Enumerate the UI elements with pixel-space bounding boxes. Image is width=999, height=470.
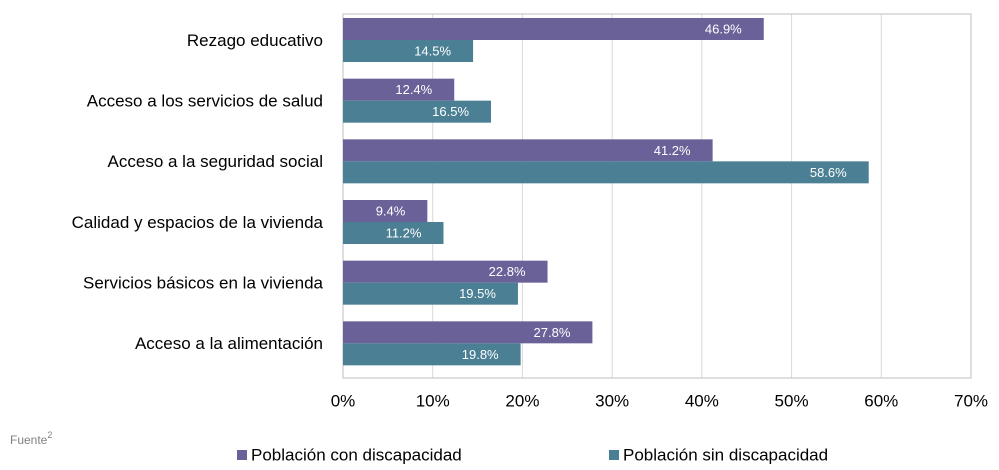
bar (343, 40, 474, 62)
bar (343, 18, 764, 40)
x-tick-label: 0% (331, 391, 356, 410)
category-label: Acceso a la alimentación (135, 334, 323, 353)
bar (343, 321, 593, 344)
bar (343, 78, 455, 101)
bar (343, 100, 492, 123)
value-label: 22.8% (489, 264, 526, 279)
bar (343, 222, 444, 244)
category-label: Calidad y espacios de la vivienda (72, 213, 324, 232)
bar (343, 282, 518, 305)
value-label: 46.9% (705, 21, 742, 36)
category-label: Servicios básicos en la vivienda (83, 273, 324, 292)
x-tick-label: 10% (416, 391, 450, 410)
legend-label: Población sin discapacidad (623, 445, 828, 464)
value-label: 27.8% (534, 325, 571, 340)
legend-label: Población con discapacidad (251, 445, 462, 464)
x-tick-label: 60% (864, 391, 898, 410)
bar (343, 139, 713, 162)
bar (343, 260, 548, 283)
plot-frame (342, 13, 972, 379)
category-label: Acceso a los servicios de salud (87, 91, 323, 110)
category-label: Acceso a la seguridad social (108, 152, 323, 171)
value-label: 16.5% (432, 104, 469, 119)
value-label: 41.2% (654, 143, 691, 158)
value-label: 12.4% (395, 82, 432, 97)
value-label: 58.6% (810, 165, 847, 180)
x-tick-label: 20% (505, 391, 539, 410)
note-superscript: 2 (47, 430, 52, 440)
note-text: Fuente (10, 433, 48, 447)
x-tick-label: 30% (595, 391, 629, 410)
bar (343, 343, 521, 366)
value-label: 11.2% (386, 225, 422, 240)
x-tick-label: 70% (954, 391, 988, 410)
source-note: Fuente2 (10, 430, 52, 447)
x-tick-label: 40% (685, 391, 719, 410)
x-tick-label: 50% (775, 391, 809, 410)
bar (343, 161, 869, 184)
legend-swatch (237, 450, 247, 460)
value-label: 19.8% (462, 347, 499, 362)
value-label: 9.4% (376, 203, 406, 218)
bar (343, 200, 428, 222)
category-label: Rezago educativo (187, 31, 323, 50)
value-label: 14.5% (414, 43, 451, 58)
value-label: 19.5% (459, 286, 496, 301)
legend-swatch (609, 450, 619, 460)
